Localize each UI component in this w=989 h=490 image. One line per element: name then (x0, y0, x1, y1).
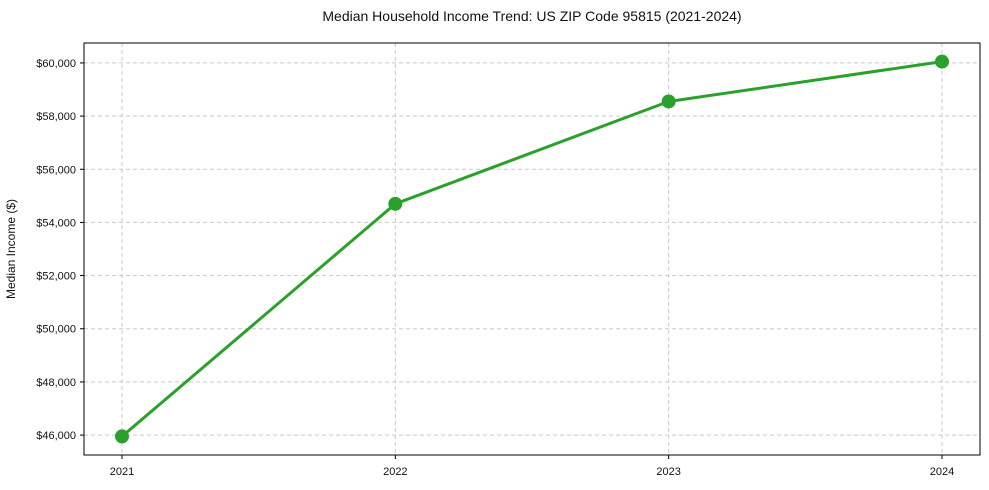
y-tick-label: $52,000 (36, 271, 76, 283)
x-tick-label: 2021 (110, 466, 134, 478)
data-series (115, 54, 949, 444)
axis-ticks (80, 62, 943, 459)
y-tick-label: $50,000 (36, 324, 76, 336)
y-tick-label: $60,000 (36, 58, 76, 70)
x-tick-labels: 2021 2022 2023 2024 (110, 466, 954, 478)
y-tick-labels: $46,000 $48,000 $50,000 $52,000 $54,000 $56,0… (36, 58, 76, 442)
data-point (935, 54, 949, 69)
data-point (388, 196, 403, 211)
data-point (661, 94, 676, 109)
data-point (115, 429, 129, 444)
x-tick-label: 2024 (930, 466, 954, 478)
gridlines (84, 43, 980, 455)
y-tick-label: $48,000 (36, 377, 76, 389)
y-tick-label: $56,000 (36, 164, 76, 176)
x-tick-label: 2023 (656, 466, 680, 478)
chart-title: Median Household Income Trend: US ZIP Co… (322, 8, 741, 24)
y-tick-label: $58,000 (36, 111, 76, 123)
plot-border (83, 42, 981, 456)
y-tick-label: $46,000 (36, 430, 76, 442)
y-tick-label: $54,000 (36, 217, 76, 229)
x-tick-label: 2022 (383, 466, 407, 478)
trend-line (120, 60, 944, 438)
y-axis-label: Median Income ($) (4, 199, 18, 299)
